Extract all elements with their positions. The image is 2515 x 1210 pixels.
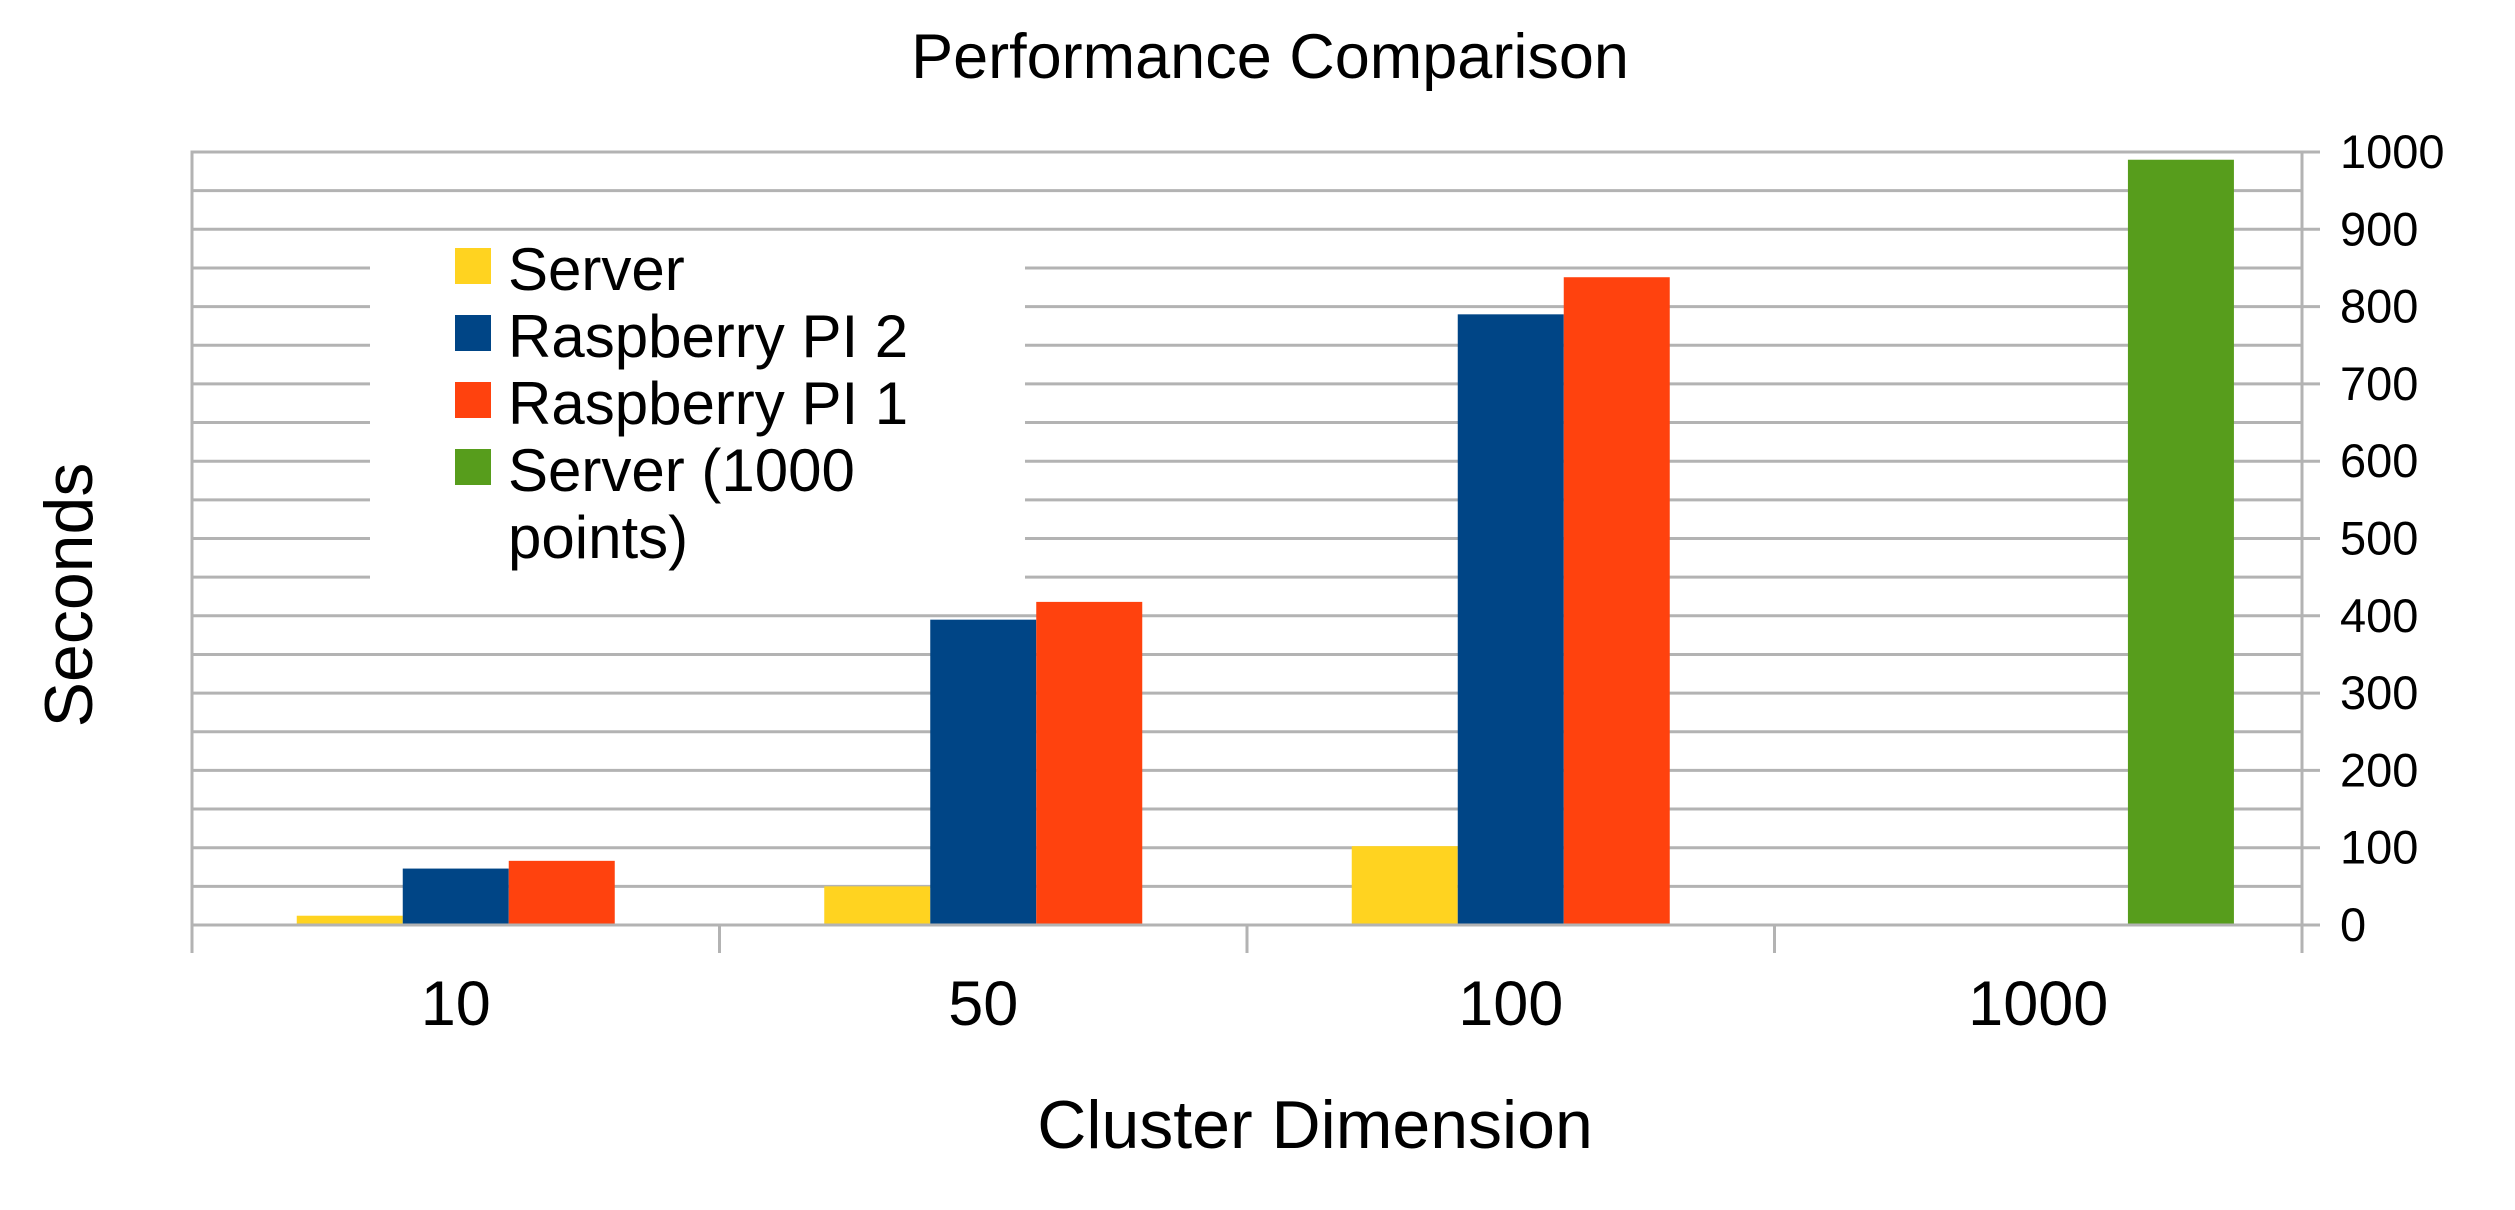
y-tick-label: 600 bbox=[2340, 434, 2418, 487]
legend-label: Server bbox=[508, 236, 685, 303]
x-tick-label: 50 bbox=[948, 969, 1018, 1039]
y-tick-label: 1000 bbox=[2340, 125, 2445, 178]
legend-swatch bbox=[455, 382, 491, 418]
y-tick-label: 800 bbox=[2340, 280, 2418, 333]
legend-label: Raspberry PI 2 bbox=[508, 303, 908, 370]
bar-raspberry-pi-1-100 bbox=[1563, 277, 1670, 925]
bar-server-1000-points--1000 bbox=[2127, 159, 2234, 926]
y-tick-label: 200 bbox=[2340, 743, 2418, 796]
legend-swatch bbox=[455, 315, 491, 351]
legend-label: Server (1000 bbox=[508, 437, 855, 504]
y-tick-label: 300 bbox=[2340, 666, 2418, 719]
x-tick-label: 1000 bbox=[1968, 969, 2108, 1039]
axes: 0 100 200 300 400 500 600 700 800 900 1000 10 50 100 1… bbox=[190, 125, 2445, 1039]
bar-raspberry-pi-1-50 bbox=[1036, 601, 1143, 925]
bar-server-10 bbox=[296, 915, 403, 925]
y-axis-title: Seconds bbox=[31, 463, 107, 728]
chart-title: Performance Comparison bbox=[911, 22, 1629, 92]
bars bbox=[296, 159, 2234, 926]
bar-raspberry-pi-2-50 bbox=[930, 619, 1037, 925]
x-axis-title: Cluster Dimension bbox=[1037, 1087, 1593, 1163]
y-tick-label: 900 bbox=[2340, 202, 2418, 255]
legend-swatch bbox=[455, 449, 491, 485]
bar-server-100 bbox=[1351, 846, 1458, 925]
legend-label: points) bbox=[508, 504, 688, 571]
y-tick-label: 100 bbox=[2340, 821, 2418, 874]
y-tick-label: 700 bbox=[2340, 357, 2418, 410]
bar-raspberry-pi-1-10 bbox=[508, 860, 615, 925]
bar-raspberry-pi-2-100 bbox=[1457, 314, 1564, 926]
legend-label: Raspberry PI 1 bbox=[508, 370, 908, 437]
x-tick-label: 10 bbox=[421, 969, 491, 1039]
x-tick-label: 100 bbox=[1458, 969, 1563, 1039]
y-tick-label: 0 bbox=[2340, 898, 2366, 951]
legend-swatch bbox=[455, 248, 491, 284]
y-tick-label: 400 bbox=[2340, 589, 2418, 642]
bar-server-50 bbox=[824, 886, 931, 925]
y-tick-label: 500 bbox=[2340, 512, 2418, 565]
bar-raspberry-pi-2-10 bbox=[402, 868, 509, 925]
